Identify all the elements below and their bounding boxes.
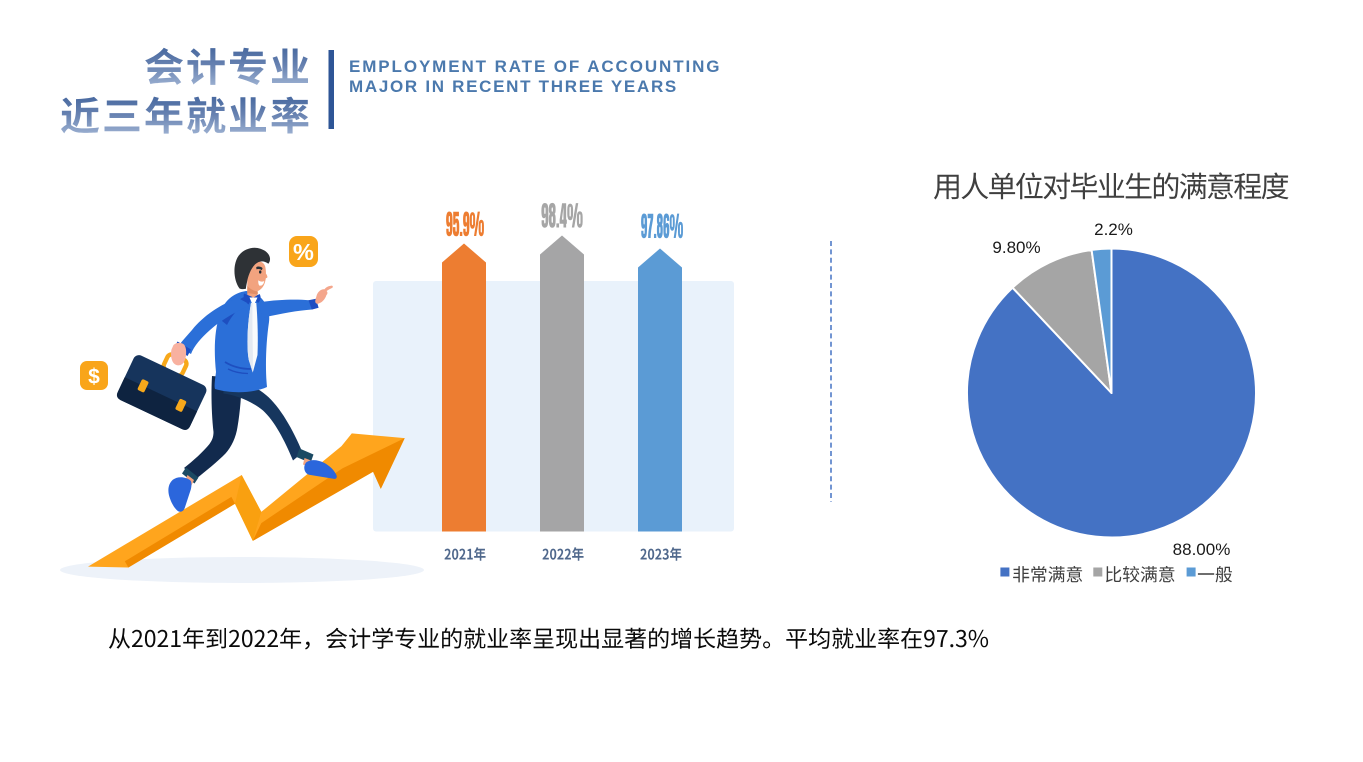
svg-text:2.2%: 2.2%: [1094, 220, 1133, 239]
svg-text:9.80%: 9.80%: [992, 238, 1040, 257]
svg-text:88.00%: 88.00%: [1173, 540, 1231, 559]
svg-text:EMPLOYMENT RATE OF ACCOUNTING: EMPLOYMENT RATE OF ACCOUNTING: [349, 57, 721, 76]
svg-text:MAJOR IN RECENT THREE YEARS: MAJOR IN RECENT THREE YEARS: [349, 77, 678, 96]
svg-text:$: $: [88, 366, 100, 389]
svg-text:%: %: [293, 239, 314, 265]
